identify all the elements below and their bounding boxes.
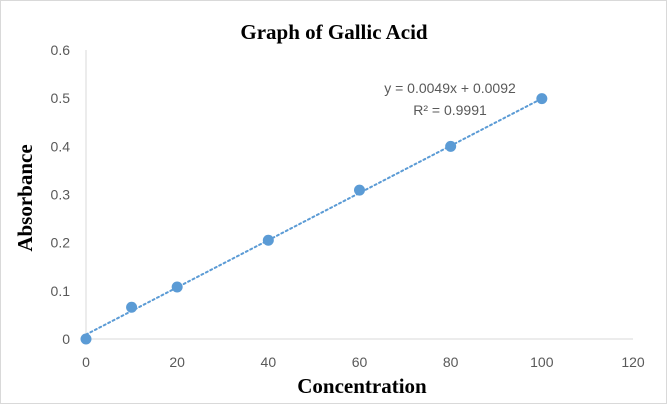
y-tick-label: 0.2 (51, 235, 71, 251)
y-tick-label: 0 (62, 331, 70, 347)
x-tick-label: 40 (261, 354, 277, 370)
y-tick-label: 0.5 (51, 90, 71, 106)
y-tick-label: 0.6 (51, 42, 71, 58)
x-tick-label: 100 (530, 354, 554, 370)
x-axis-title: Concentration (297, 374, 427, 398)
trendline-equation: y = 0.0049x + 0.0092 (384, 80, 516, 96)
data-point (171, 281, 183, 293)
axes (85, 50, 633, 340)
data-point (354, 184, 365, 196)
y-axis-title: Absorbance (13, 144, 37, 251)
data-points (80, 93, 548, 345)
data-point (126, 301, 138, 313)
y-tick-label: 0.3 (51, 187, 71, 203)
x-tick-label: 60 (352, 354, 368, 370)
data-point (262, 234, 274, 246)
data-point (80, 333, 92, 345)
x-tick-labels: 0 20 40 60 80 100 120 (82, 354, 645, 370)
data-point (536, 93, 548, 105)
x-tick-label: 80 (443, 354, 459, 370)
y-tick-labels: 0 0.1 0.2 0.3 0.4 0.5 0.6 (51, 42, 71, 347)
y-tick-label: 0.4 (51, 138, 71, 154)
x-tick-label: 120 (621, 354, 645, 370)
trendline (85, 97, 543, 336)
x-tick-label: 20 (169, 354, 185, 370)
y-tick-label: 0.1 (51, 283, 71, 299)
chart-title: Graph of Gallic Acid (240, 20, 428, 44)
r-squared-label: R² = 0.9991 (413, 102, 487, 118)
x-tick-label: 0 (82, 354, 90, 370)
data-point (445, 140, 457, 152)
